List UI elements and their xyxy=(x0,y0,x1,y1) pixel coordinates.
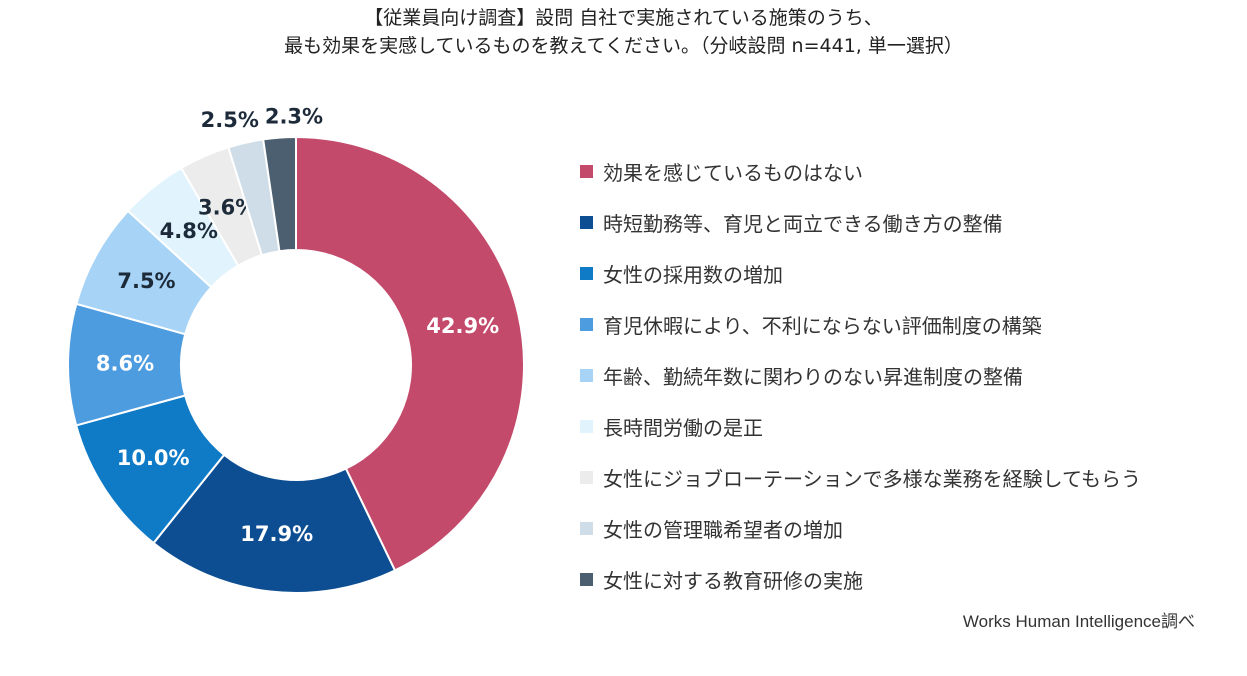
legend-label-9: 女性に対する教育研修の実施 xyxy=(603,569,863,593)
legend-item-3: 女性の採用数の増加 xyxy=(580,248,1141,299)
legend-label-1: 効果を感じているものはない xyxy=(603,161,863,185)
slice-label-1: 42.9% xyxy=(426,314,499,338)
source-note: Works Human Intelligence調べ xyxy=(962,612,1195,631)
donut-slice-9 xyxy=(262,135,297,253)
legend-swatch-9 xyxy=(580,573,593,586)
legend-label-8: 女性の管理職希望者の増加 xyxy=(603,518,843,542)
slice-label-8: 2.5% xyxy=(201,108,259,132)
chart-title-line1: 【従業員向け調査】設問 自社で実施されている施策のうち、 xyxy=(364,7,883,29)
chart-title: 【従業員向け調査】設問 自社で実施されている施策のうち、 最も効果を実感している… xyxy=(0,4,1247,60)
legend-label-6: 長時間労働の是正 xyxy=(603,416,763,440)
legend-swatch-4 xyxy=(580,318,593,331)
slice-label-9: 2.3% xyxy=(265,105,323,129)
donut-slice-1 xyxy=(295,135,525,572)
legend-item-9: 女性に対する教育研修の実施 xyxy=(580,554,1141,605)
legend-item-8: 女性の管理職希望者の増加 xyxy=(580,503,1141,554)
legend-label-3: 女性の採用数の増加 xyxy=(603,263,783,287)
legend-swatch-1 xyxy=(580,165,593,178)
legend-label-4: 育児休暇により、不利にならない評価制度の構築 xyxy=(603,314,1042,338)
legend-label-5: 年齢、勤続年数に関わりのない昇進制度の整備 xyxy=(603,365,1023,389)
donut-chart: 42.9%17.9%10.0%8.6%7.5%4.8%3.6%2.5% 2.3% xyxy=(67,105,525,594)
legend-swatch-5 xyxy=(580,369,593,382)
legend-swatch-7 xyxy=(580,471,593,484)
chart-title-line2: 最も効果を実感しているものを教えてください。（分岐設問 n=441, 単一選択） xyxy=(284,35,963,57)
legend-label-7: 女性にジョブローテーションで多様な業務を経験してもらう xyxy=(603,467,1141,491)
legend-swatch-2 xyxy=(580,216,593,229)
legend-item-4: 育児休暇により、不利にならない評価制度の構築 xyxy=(580,299,1141,350)
donut-slice-2 xyxy=(152,453,397,594)
legend-item-7: 女性にジョブローテーションで多様な業務を経験してもらう xyxy=(580,452,1141,503)
legend-item-6: 長時間労働の是正 xyxy=(580,401,1141,452)
slice-label-6: 4.8% xyxy=(160,219,218,243)
legend-item-1: 効果を感じているものはない xyxy=(580,146,1141,197)
legend-swatch-8 xyxy=(580,522,593,535)
slice-label-2: 17.9% xyxy=(240,522,313,546)
legend-item-2: 時短勤務等、育児と両立できる働き方の整備 xyxy=(580,197,1141,248)
slice-label-4: 8.6% xyxy=(96,352,154,376)
slice-label-3: 10.0% xyxy=(117,446,190,470)
slice-label-5: 7.5% xyxy=(117,269,175,293)
legend-swatch-6 xyxy=(580,420,593,433)
chart-legend: 効果を感じているものはない時短勤務等、育児と両立できる働き方の整備 女性の採用数の… xyxy=(580,146,1141,605)
legend-label-2: 時短勤務等、育児と両立できる働き方の整備 xyxy=(603,212,1003,236)
legend-item-5: 年齢、勤続年数に関わりのない昇進制度の整備 xyxy=(580,350,1141,401)
legend-swatch-3 xyxy=(580,267,593,280)
